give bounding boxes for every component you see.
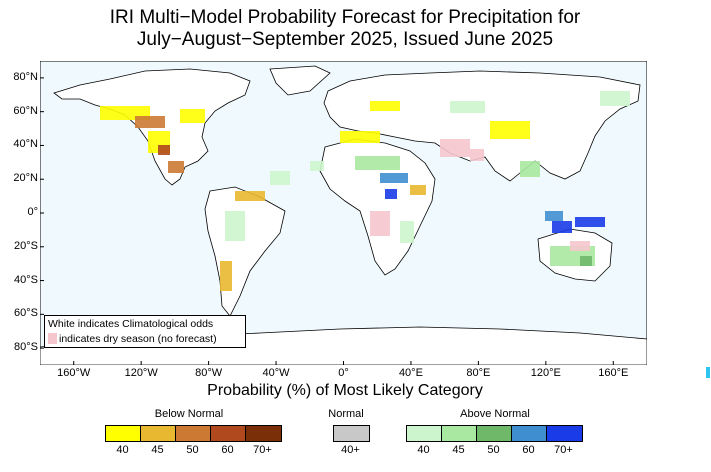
colorbar-swatch [512, 426, 547, 441]
forecast-patch [470, 149, 484, 161]
forecast-patch [600, 91, 630, 106]
forecast-patch [370, 211, 390, 236]
legend-dry-season-text: indicates dry season (no forecast) [59, 333, 217, 345]
lon-label: 40°W [262, 367, 290, 379]
colorbar-label: 40 [116, 444, 129, 456]
forecast-patch [450, 101, 485, 113]
forecast-patch [355, 156, 400, 170]
forecast-patches [100, 91, 630, 291]
colorbar-swatch [246, 426, 281, 441]
colorbar-swatch [442, 426, 477, 441]
map-ticks [40, 77, 614, 365]
lat-label: 20°N [13, 172, 38, 185]
forecast-patch [370, 101, 400, 111]
edge-marker [706, 367, 710, 378]
colorbar-label: 70+ [253, 444, 272, 456]
forecast-patch [440, 139, 470, 157]
forecast-patch [545, 211, 563, 221]
colorbar-label: 70+ [554, 444, 573, 456]
lat-label: 80°N [13, 70, 38, 83]
colorbar-title-above: Above Normal [460, 408, 530, 420]
colorbar-swatch [407, 426, 442, 441]
colorbar-normal [333, 425, 370, 442]
colorbar-label: 50 [186, 444, 199, 456]
colorbar-below-normal [105, 425, 282, 442]
forecast-patch [158, 145, 170, 155]
map-title-line-2: July−August−September 2025, Issued June … [136, 29, 554, 50]
colorbar-label: 50 [487, 444, 500, 456]
colorbar-title-normal: Normal [328, 408, 364, 420]
lat-label: 80°S [14, 341, 38, 354]
legend-box: White indicates Climatological odds indi… [44, 315, 246, 348]
lat-label: 0° [27, 206, 38, 218]
lon-label: 80°W [195, 367, 223, 379]
forecast-patch [570, 241, 590, 251]
forecast-patch [168, 161, 184, 173]
lon-label: 160°E [598, 367, 629, 379]
forecast-patch [220, 261, 232, 291]
forecast-patch [380, 173, 408, 183]
forecast-patch [270, 171, 290, 185]
colorbar-label: 45 [452, 444, 465, 456]
colorbar-label: 60 [221, 444, 234, 456]
lon-label: 120°W [124, 367, 158, 379]
forecast-patch [235, 191, 265, 201]
legend-climatology-text: White indicates Climatological odds [48, 318, 214, 330]
forecast-patch [340, 131, 380, 143]
colorbar-label: 60 [522, 444, 535, 456]
forecast-patch [400, 221, 414, 243]
colorbar-label: 40 [417, 444, 430, 456]
colorbar-above-normal [406, 425, 583, 442]
colorbar-swatch [477, 426, 512, 441]
lat-label: 40°S [14, 273, 38, 286]
lon-label: 40°E [398, 367, 423, 379]
colorbar-title-below: Below Normal [154, 408, 224, 420]
forecast-patch [135, 116, 165, 128]
forecast-patch [552, 221, 572, 233]
forecast-patch [580, 256, 592, 266]
forecast-patch [310, 161, 324, 171]
continent-greenland [269, 65, 331, 96]
colorbar-swatch [547, 426, 582, 441]
colorbar-swatch [106, 426, 141, 441]
colorbar-swatch [176, 426, 211, 441]
colorbar-swatch [334, 426, 369, 441]
forecast-map [40, 61, 647, 365]
colorbar-swatch [211, 426, 246, 441]
lat-label: 40°N [13, 138, 38, 151]
colorbar-label: 45 [151, 444, 164, 456]
lat-label: 20°S [14, 239, 38, 252]
lon-label: 160°W [57, 367, 91, 379]
forecast-patch [520, 161, 540, 177]
colorbar-swatch [141, 426, 176, 441]
lon-label: 80°E [466, 367, 491, 379]
forecast-patch [490, 121, 530, 139]
forecast-patch [180, 109, 205, 123]
x-axis-title: Probability (%) of Most Likely Category [207, 382, 483, 399]
lat-label: 60°S [14, 307, 38, 320]
lon-label: 0° [338, 367, 349, 379]
world-map-svg [40, 61, 647, 365]
lat-label: 60°N [13, 104, 38, 117]
dry-season-swatch [48, 333, 57, 344]
forecast-patch [225, 211, 245, 241]
forecast-patch [385, 189, 397, 199]
forecast-patch [410, 185, 426, 195]
map-title-line-1: IRI Multi−Model Probability Forecast for… [109, 7, 581, 28]
forecast-patch [575, 217, 605, 227]
colorbar-label: 40+ [341, 444, 360, 456]
lon-label: 120°E [530, 367, 561, 379]
